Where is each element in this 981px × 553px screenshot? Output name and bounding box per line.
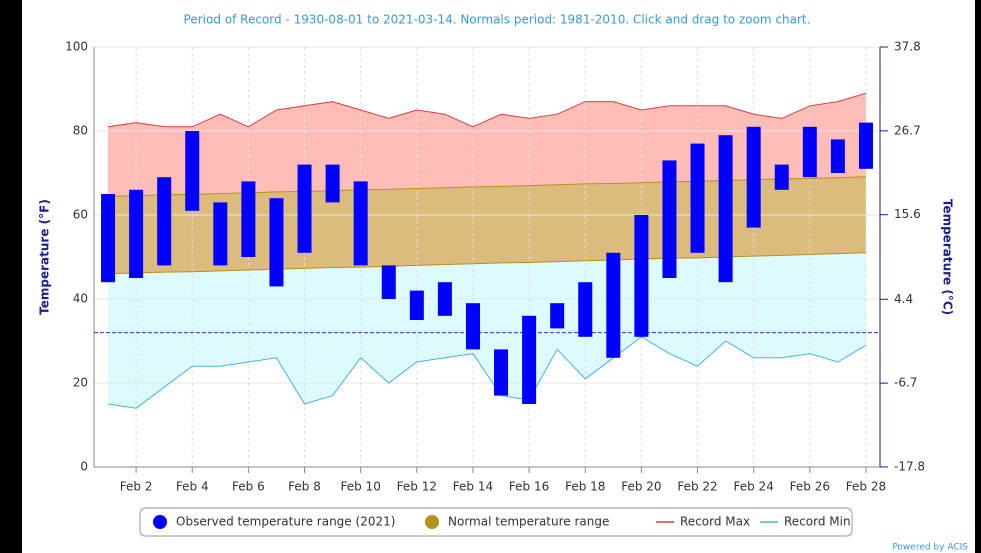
x-tick-label: Feb 24 [734,480,774,494]
observed-bar [213,202,228,266]
normal-high-line [108,176,866,198]
observed-bar [465,303,480,350]
normal-low-line [108,252,866,275]
y-tick-label: 80 [73,124,88,138]
observed-bar [802,126,817,178]
y-tick-label: 20 [73,376,88,390]
record-max-line [107,92,867,128]
x-tick-label: Feb 20 [621,480,661,494]
x-tick-label: Feb 22 [677,480,717,494]
x-tick-label: Feb 2 [120,480,153,494]
y2-axis-label: Temperature (°C) [941,199,955,315]
observed-bar [634,215,649,337]
x-tick-label: Feb 6 [232,480,265,494]
observed-bar [129,189,144,278]
observed-bar [185,131,200,211]
y-tick-label: 0 [80,460,88,474]
observed-bar [662,160,677,278]
observed-bar [381,265,396,299]
y2-tick-label: -17.8 [894,460,925,474]
y-tick-label: 40 [73,292,88,306]
observed-bar [494,349,509,396]
observed-bar [858,122,873,169]
x-tick-label: Feb 4 [176,480,209,494]
record-low-band [108,252,866,409]
legend-label: Normal temperature range [448,515,609,529]
y-tick-label: 60 [73,208,88,222]
observed-bar [690,143,705,253]
x-tick-label: Feb 28 [846,480,886,494]
y2-tick-label: 15.6 [894,207,921,221]
y2-tick-label: 4.4 [894,292,913,306]
legend-box [139,507,853,537]
observed-bar [437,282,452,316]
x-tick-label: Feb 16 [509,480,549,494]
y2-tick-label: -6.7 [894,376,917,390]
record-high-band [108,93,866,197]
observed-bar [718,135,733,283]
legend-marker [153,515,167,529]
observed-bar [522,315,537,404]
observed-bar [157,177,172,266]
observed-bar [550,303,565,329]
observed-bar [606,252,621,358]
y2-tick-label: 26.7 [894,123,921,137]
observed-bar [101,194,116,283]
x-tick-label: Feb 12 [397,480,437,494]
x-tick-label: Feb 18 [565,480,605,494]
observed-bar [241,181,256,257]
legend-label: Record Max [680,515,750,529]
legend-marker [425,515,439,529]
observed-bar [774,164,789,190]
credit: Powered by ACIS [892,543,968,553]
x-tick-label: Feb 10 [341,480,381,494]
observed-bar [578,282,593,337]
y-axis-label: Temperature (°F) [38,199,52,315]
x-tick-label: Feb 8 [288,480,321,494]
legend-label: Observed temperature range (2021) [176,515,395,529]
chart-title: Period of Record - 1930-08-01 to 2021-03… [184,13,811,27]
observed-bar [746,126,761,228]
x-tick-label: Feb 26 [790,480,830,494]
observed-bar [830,139,845,173]
record-min-line [107,336,867,409]
observed-bar [269,198,284,287]
observed-bar [353,181,368,266]
y-tick-label: 100 [65,40,88,54]
observed-bar [409,290,424,320]
observed-bar [325,164,340,203]
observed-bar [297,164,312,253]
normal-band [108,176,866,274]
y2-tick-label: 37.8 [894,40,921,54]
x-tick-label: Feb 14 [453,480,493,494]
legend-label: Record Min [784,515,851,529]
